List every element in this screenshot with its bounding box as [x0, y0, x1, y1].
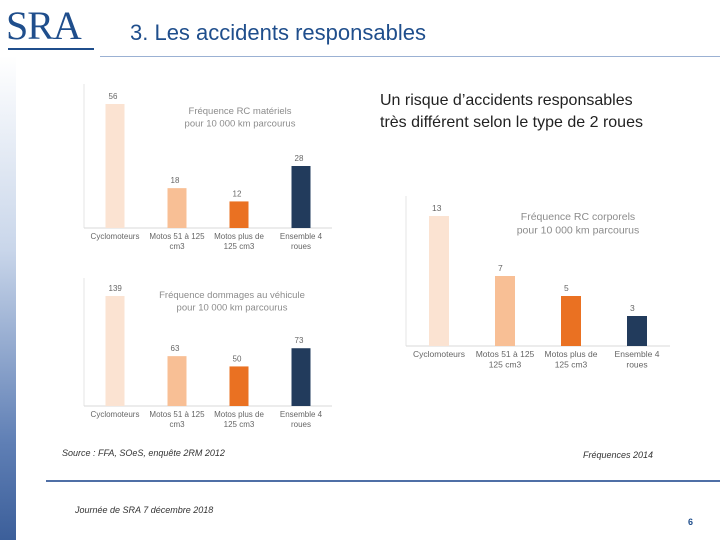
- bar: [167, 356, 187, 406]
- bar: [561, 296, 581, 346]
- bar: [105, 104, 125, 228]
- subtitle-line-1: Un risque d’accidents responsables: [380, 92, 633, 109]
- category-label: roues: [291, 242, 311, 251]
- logo-underline: [8, 48, 94, 50]
- category-label: roues: [626, 360, 647, 370]
- category-label: Ensemble 4: [615, 349, 660, 359]
- bar: [627, 316, 647, 346]
- chart-rc-corporels: Fréquence RC corporels pour 10 000 km par…: [405, 196, 670, 370]
- category-label: Motos 51 à 125: [149, 410, 205, 419]
- data-label: 7: [498, 263, 503, 273]
- category-label: cm3: [169, 420, 185, 429]
- subtitle-line-2: très différent selon le type de 2 roues: [380, 114, 643, 131]
- chart-rc-materiels: Fréquence RC matériels pour 10 000 km par…: [83, 84, 332, 251]
- category-label: Cyclomoteurs: [413, 349, 465, 359]
- frequency-year-note: Fréquences 2014: [583, 450, 654, 460]
- footer-event: Journée de SRA 7 décembre 2018: [75, 505, 214, 515]
- chart-title-line: pour 10 000 km parcourus: [517, 225, 640, 237]
- data-label: 139: [109, 284, 123, 293]
- category-label: Motos 51 à 125: [476, 349, 535, 359]
- data-label: 3: [630, 303, 635, 313]
- source-note: Source : FFA, SOeS, enquête 2RM 2012: [62, 448, 225, 458]
- sra-logo: SRA: [6, 4, 96, 56]
- chart-title-line: Fréquence dommages au véhicule: [159, 290, 305, 301]
- bar: [291, 348, 311, 406]
- category-label: 125 cm3: [489, 360, 522, 370]
- category-label: 125 cm3: [224, 242, 255, 251]
- category-label: Ensemble 4: [280, 410, 323, 419]
- bar: [429, 216, 449, 346]
- data-label: 12: [233, 189, 242, 198]
- bar: [105, 296, 125, 406]
- decorative-sidebar: [0, 56, 16, 540]
- data-label: 28: [295, 154, 304, 163]
- data-label: 18: [171, 176, 180, 185]
- bar: [291, 166, 311, 228]
- category-label: Cyclomoteurs: [91, 410, 140, 419]
- data-label: 73: [295, 336, 304, 345]
- chart-dommages-vehicule: Fréquence dommages au véhicule pour 10 00…: [83, 278, 332, 429]
- bar: [229, 201, 249, 228]
- page-title: 3. Les accidents responsables: [130, 20, 426, 45]
- page-number: 6: [688, 517, 694, 527]
- chart-title-line: Fréquence RC corporels: [521, 211, 635, 223]
- category-label: roues: [291, 420, 311, 429]
- bar: [167, 188, 187, 228]
- data-label: 63: [171, 344, 180, 353]
- logo-text: SRA: [6, 3, 82, 48]
- data-label: 5: [564, 283, 569, 293]
- bar: [495, 276, 515, 346]
- category-label: cm3: [169, 242, 185, 251]
- category-label: Ensemble 4: [280, 232, 323, 241]
- category-label: Cyclomoteurs: [91, 232, 140, 241]
- data-label: 56: [109, 92, 118, 101]
- chart-title-line: pour 10 000 km parcourus: [185, 119, 296, 130]
- category-label: Motos plus de: [545, 349, 598, 359]
- slide-subtitle: Un risque d’accidents responsables très …: [380, 90, 643, 134]
- category-label: 125 cm3: [555, 360, 588, 370]
- category-label: Motos plus de: [214, 410, 264, 419]
- footer-divider: [46, 480, 720, 482]
- data-label: 13: [432, 203, 442, 213]
- chart-title-line: Fréquence RC matériels: [189, 106, 292, 117]
- category-label: Motos 51 à 125: [149, 232, 205, 241]
- bar: [229, 366, 249, 406]
- category-label: Motos plus de: [214, 232, 264, 241]
- category-label: 125 cm3: [224, 420, 255, 429]
- data-label: 50: [233, 354, 242, 363]
- chart-title-line: pour 10 000 km parcourus: [177, 303, 288, 314]
- header-divider: [100, 56, 720, 57]
